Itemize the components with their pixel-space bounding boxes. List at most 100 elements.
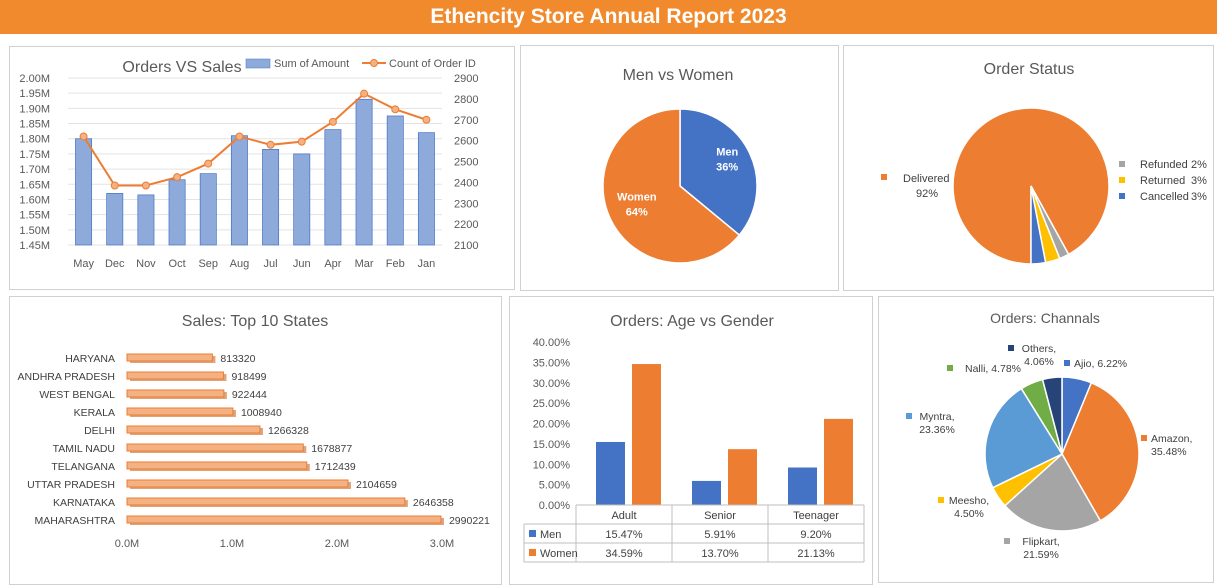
table-legend-swatch bbox=[529, 530, 536, 537]
bar-nov bbox=[137, 194, 155, 246]
bar-may bbox=[75, 138, 93, 246]
slice-value-women: 64% bbox=[626, 206, 648, 218]
y-tick-label: 0.00% bbox=[539, 500, 570, 512]
x-tick-label: Dec bbox=[105, 258, 125, 270]
state-bar bbox=[126, 461, 308, 470]
slice-label-others: Others, 4.06% bbox=[1022, 343, 1056, 368]
state-label: KERALA bbox=[74, 407, 115, 419]
y-tick-label: 40.00% bbox=[533, 337, 571, 349]
men-vs-women-panel: Men vs Women Men 36% Women 64% bbox=[520, 45, 839, 291]
x-tick-label: Oct bbox=[169, 258, 186, 270]
label-swatch-meesho bbox=[938, 497, 944, 503]
table-value: 5.91% bbox=[704, 529, 735, 541]
chart-title: Sales: Top 10 States bbox=[182, 313, 328, 330]
state-bar bbox=[126, 497, 406, 506]
y-left-tick-label: 1.85M bbox=[19, 119, 50, 131]
state-value-label: 1678877 bbox=[311, 443, 352, 455]
pie-slice-women bbox=[602, 108, 741, 264]
x-tick-label: Sep bbox=[198, 258, 218, 270]
pie-slice-others bbox=[1041, 376, 1063, 455]
y-tick-label: 25.00% bbox=[533, 398, 571, 410]
slice-label-myntra: Myntra, 23.36% bbox=[919, 411, 955, 436]
state-label: WEST BENGAL bbox=[39, 389, 115, 401]
channels-chart: Orders: Channals Ajio, 6.22% Amazon, 35.48… bbox=[906, 310, 1192, 561]
state-label: TELANGANA bbox=[51, 461, 115, 473]
pie-slice-flipkart bbox=[1003, 452, 1102, 532]
orders-point-aug bbox=[235, 132, 244, 141]
table-series-name: Women bbox=[540, 548, 578, 560]
x-tick-label: 1.0M bbox=[220, 538, 244, 550]
label-swatch-ajio bbox=[1064, 360, 1070, 366]
x-tick-label: Jun bbox=[293, 258, 311, 270]
x-tick-label: 2.0M bbox=[325, 538, 349, 550]
state-bar bbox=[126, 479, 349, 488]
legend-swatch-amount bbox=[245, 58, 271, 69]
top-states-chart: Sales: Top 10 States HARYANA 813320 ANDHRA… bbox=[18, 313, 490, 550]
y-right-tick-label: 2500 bbox=[454, 157, 478, 169]
x-tick-label: Jan bbox=[418, 258, 436, 270]
bar-jul bbox=[262, 149, 280, 246]
bar-jan bbox=[417, 132, 435, 246]
label-swatch-amazon bbox=[1141, 435, 1147, 441]
x-tick-label: 3.0M bbox=[430, 538, 454, 550]
legend-value-returned: 3% bbox=[1191, 175, 1207, 187]
chart-title: Orders VS Sales bbox=[122, 59, 241, 76]
slice-label-line: 4.06% bbox=[1024, 356, 1054, 368]
x-tick-label: Jul bbox=[264, 258, 278, 270]
bar-women-adult bbox=[632, 364, 661, 505]
age-vs-gender-panel: Orders: Age vs Gender 0.00% 5.00% 10.00% 15… bbox=[509, 296, 873, 585]
orders-point-sep bbox=[204, 159, 213, 168]
y-right-tick-label: 2300 bbox=[454, 198, 478, 210]
state-bar bbox=[126, 353, 213, 362]
chart-title: Orders: Age vs Gender bbox=[610, 313, 774, 330]
orders-point-nov bbox=[141, 181, 150, 190]
y-right-tick-label: 2800 bbox=[454, 94, 478, 106]
slice-label-women: Women bbox=[617, 191, 657, 203]
label-swatch-flipkart bbox=[1004, 538, 1010, 544]
y-right-tick-label: 2600 bbox=[454, 136, 478, 148]
slice-label-line: Meesho, bbox=[949, 495, 989, 507]
legend-swatch-refunded bbox=[1119, 161, 1125, 167]
label-swatch-nalli bbox=[947, 365, 953, 371]
state-value-label: 1008940 bbox=[241, 407, 282, 419]
pie-slice-men bbox=[679, 108, 758, 237]
x-tick-label: 0.0M bbox=[115, 538, 139, 550]
y-right-tick-label: 2200 bbox=[454, 219, 478, 231]
x-tick-label: Apr bbox=[324, 258, 341, 270]
legend-label-returned: Returned bbox=[1140, 175, 1185, 187]
table-value: 21.13% bbox=[797, 548, 835, 560]
table-value: 9.20% bbox=[800, 529, 831, 541]
bar-aug bbox=[230, 135, 248, 246]
state-value-label: 1712439 bbox=[315, 461, 356, 473]
legend-swatch-cancelled bbox=[1119, 193, 1125, 199]
state-value-label: 2104659 bbox=[356, 479, 397, 491]
y-left-tick-label: 1.60M bbox=[19, 194, 50, 206]
table-value: 13.70% bbox=[701, 548, 739, 560]
x-tick-label: Feb bbox=[386, 258, 405, 270]
y-right-tick-label: 2400 bbox=[454, 177, 478, 189]
slice-label-line: Ajio, 6.22% bbox=[1074, 358, 1127, 370]
state-value-label: 918499 bbox=[231, 371, 266, 383]
legend-label-orders: Count of Order ID bbox=[389, 58, 476, 70]
label-swatch-others bbox=[1008, 345, 1014, 351]
y-left-tick-label: 1.80M bbox=[19, 134, 50, 146]
orders-point-dec bbox=[110, 181, 119, 190]
y-right-tick-label: 2700 bbox=[454, 115, 478, 127]
slice-label-amazon: Amazon, 35.48% bbox=[1151, 433, 1192, 458]
channels-panel: Orders: Channals Ajio, 6.22% Amazon, 35.48… bbox=[878, 296, 1214, 583]
y-right-tick-label: 2100 bbox=[454, 240, 478, 252]
orders-point-mar bbox=[360, 89, 369, 98]
slice-label-flipkart: Flipkart, 21.59% bbox=[1022, 536, 1059, 561]
table-value: 15.47% bbox=[605, 529, 643, 541]
slice-label-line: Flipkart, bbox=[1022, 536, 1059, 548]
bar-men-teenager bbox=[788, 467, 817, 505]
table-legend-swatch bbox=[529, 549, 536, 556]
y-left-tick-label: 1.45M bbox=[19, 240, 50, 252]
y-left-tick-label: 1.50M bbox=[19, 225, 50, 237]
chart-title: Men vs Women bbox=[623, 67, 734, 84]
legend-value-delivered: 92% bbox=[916, 188, 938, 200]
table-category: Adult bbox=[611, 510, 636, 522]
y-left-tick-label: 2.00M bbox=[19, 73, 50, 85]
bar-men-senior bbox=[692, 480, 721, 505]
legend-label-refunded: Refunded bbox=[1140, 159, 1188, 171]
